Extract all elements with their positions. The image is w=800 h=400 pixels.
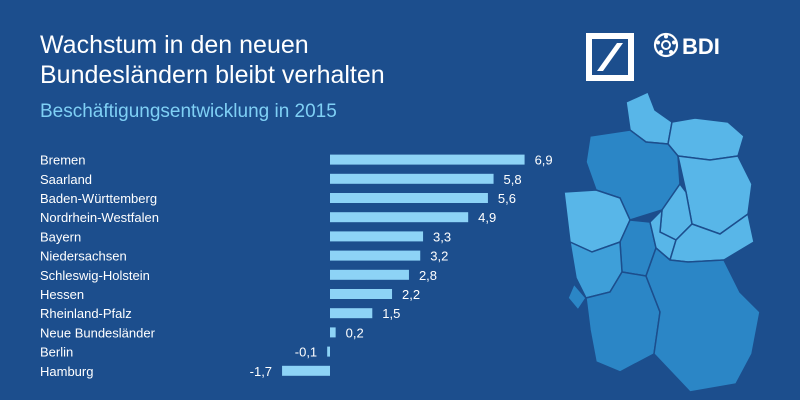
category-label: Berlin [40,345,73,360]
title-line-1: Wachstum in den neuen [40,31,309,59]
bar-chart: Bremen 6,9 Saarland 5,8 Baden-Württemberg 5,6… [40,153,553,379]
value-label: 3,3 [433,229,451,244]
chart-subtitle: Beschäftigungsentwicklung in 2015 [40,101,337,122]
category-label: Nordrhein-Westfalen [40,210,159,225]
bar [330,154,525,165]
category-label: Baden-Württemberg [40,191,157,206]
deutsche-bank-logo [586,33,634,81]
value-label: 6,9 [535,153,553,168]
value-label: 2,2 [402,287,420,302]
bar [327,346,330,357]
bdi-logo-text: BDI [682,34,720,59]
bar [330,289,393,299]
map-region-mecklenburg [667,117,745,161]
map-region-bayern [645,246,761,393]
bar [330,327,336,338]
bar [330,269,409,280]
bar [330,250,421,261]
value-label: 1,5 [382,306,400,321]
germany-map [563,92,761,393]
bar [330,193,488,203]
category-label: Hessen [40,287,84,302]
value-label: 2,8 [419,268,437,283]
bdi-emblem-icon [653,32,679,58]
value-label: -0,1 [295,345,317,360]
value-label: 5,8 [504,172,522,187]
value-label: 0,2 [346,325,364,340]
category-label: Saarland [40,172,92,187]
bdi-logo: BDI [653,32,720,59]
bar [330,173,494,184]
category-label: Niedersachsen [40,249,127,264]
value-label: 4,9 [478,210,496,225]
value-label: 5,6 [498,191,516,206]
category-label: Bremen [40,153,86,168]
bar [330,231,424,242]
title-line-2: Bundesländern bleibt verhalten [40,61,385,89]
value-label: -1,7 [250,364,272,379]
bar [330,308,373,319]
bar [330,212,469,223]
value-label: 3,2 [430,249,448,264]
category-label: Hamburg [40,364,93,379]
category-label: Bayern [40,229,81,244]
map-region-saarland [567,282,587,312]
category-label: Neue Bundesländer [40,325,156,340]
bar [282,365,330,376]
category-label: Schleswig-Holstein [40,268,150,283]
category-label: Rheinland-Pfalz [40,306,132,321]
